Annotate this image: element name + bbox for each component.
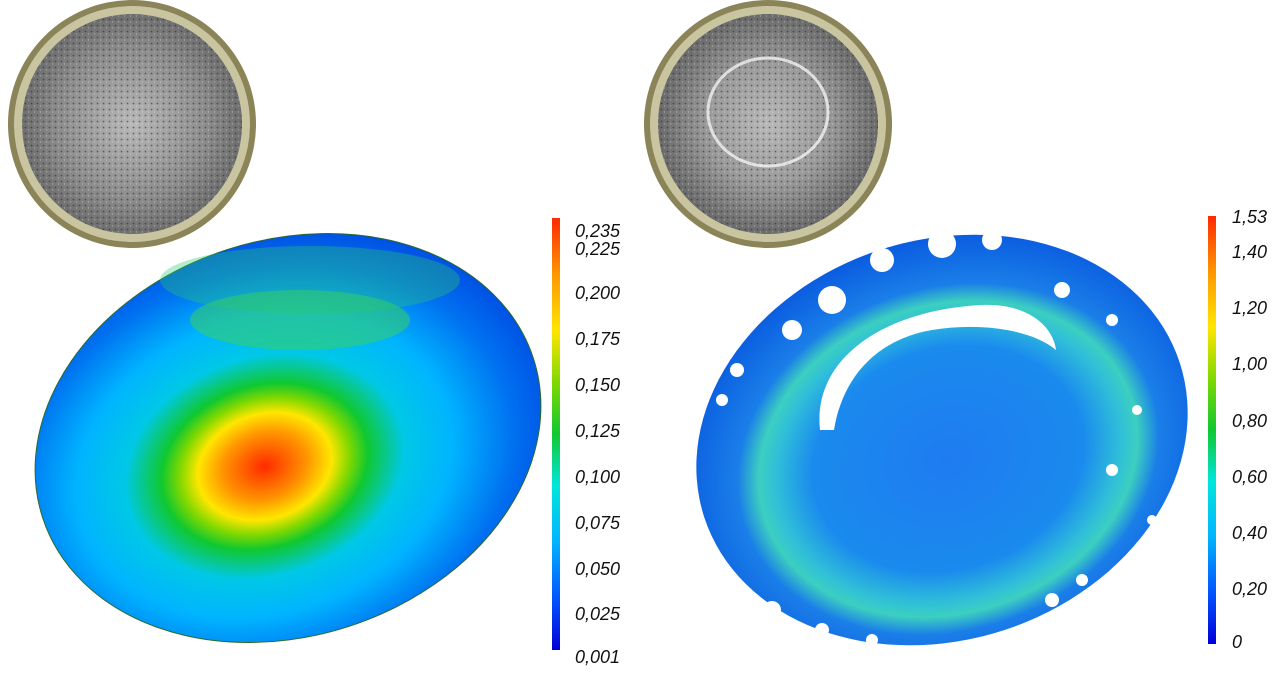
colorbar-tick-label: 0,80 (1232, 411, 1268, 431)
colorbar-tick-label: 0,40 (1232, 523, 1268, 543)
specimen-photo-left (8, 0, 256, 248)
colorbar-tick-label: 0,001 (575, 647, 621, 667)
right-figure (644, 0, 1216, 646)
colorbar-tick-label: 0,050 (575, 559, 621, 579)
colorbar-tick-label: 0,150 (575, 375, 621, 395)
colorbar-tick-label: 0,125 (575, 421, 621, 441)
colorbar-tick-label: 0 (1232, 632, 1243, 652)
colorbar-tick-label: 0,200 (575, 283, 621, 303)
colorbar-tick-label: 0,60 (1232, 467, 1268, 487)
left-figure (8, 0, 560, 650)
colorbar-right (1208, 216, 1216, 644)
colorbar-tick-label: 1,20 (1232, 298, 1268, 318)
colorbar-tick-label: 0,225 (575, 239, 621, 259)
colorbar-tick-label: 0,025 (575, 604, 621, 624)
right-panel: 1,53 1,40 1,20 1,00 0,80 0,60 0,40 0,20 … (642, 0, 1284, 679)
colorbar-tick-label: 1,53 (1232, 207, 1268, 227)
left-panel: 0,235 0,225 0,200 0,175 0,150 0,125 0,10… (8, 0, 621, 667)
colorbar-left (552, 218, 560, 650)
specimen-photo-right (644, 0, 892, 248)
colorbar-tick-label: 1,00 (1232, 354, 1268, 374)
colorbar-tick-label: 0,235 (575, 221, 621, 241)
strain-map-right (696, 230, 1188, 646)
colorbar-tick-label: 0,175 (575, 329, 621, 349)
colorbar-tick-label: 0,100 (575, 467, 621, 487)
colorbar-tick-label: 0,075 (575, 513, 621, 533)
colorbar-tick-label: 1,40 (1232, 242, 1268, 262)
colorbar-tick-label: 0,20 (1232, 579, 1268, 599)
strain-map-left (34, 233, 542, 643)
